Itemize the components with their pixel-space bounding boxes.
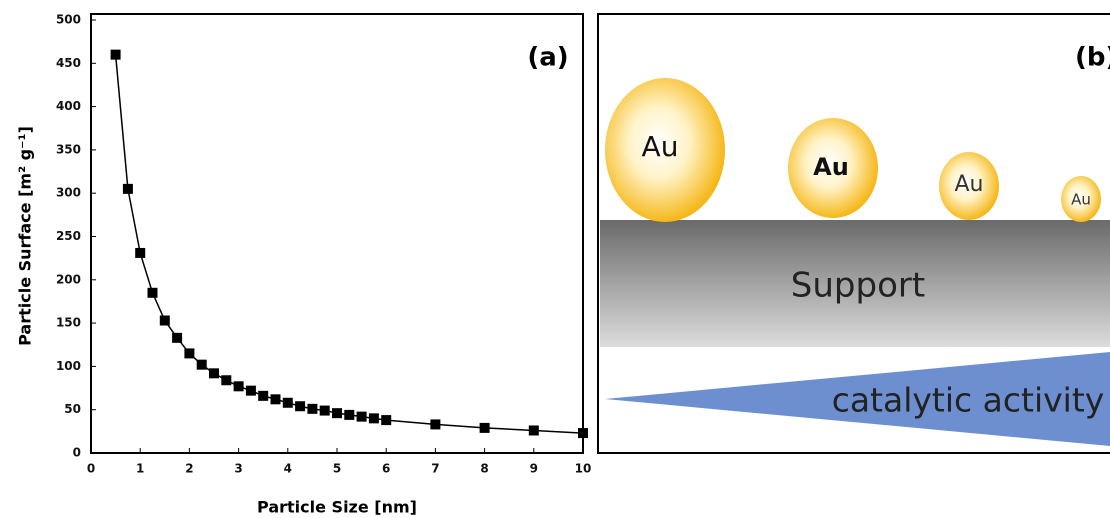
figure: (a) Particle Size [nm] Particle Surface … xyxy=(0,0,1110,518)
data-point xyxy=(221,375,231,385)
y-tick-label: 450 xyxy=(56,56,81,70)
data-point xyxy=(148,288,158,298)
data-point xyxy=(258,391,268,401)
y-tick-label: 150 xyxy=(56,316,81,330)
data-point xyxy=(430,419,440,429)
x-tick-label: 10 xyxy=(575,462,592,476)
x-tick-label: 4 xyxy=(284,462,292,476)
x-tick-label: 2 xyxy=(185,462,193,476)
y-tick-label: 300 xyxy=(56,186,81,200)
support-label: Support xyxy=(791,266,925,306)
y-axis-label: Particle Surface [m² g⁻¹] xyxy=(16,126,35,346)
x-axis-label: Particle Size [nm] xyxy=(257,498,417,517)
data-point xyxy=(344,410,354,420)
y-tick-label: 50 xyxy=(64,402,81,416)
data-point xyxy=(332,408,342,418)
panel-label: (b) xyxy=(1075,43,1110,73)
x-tick-label: 1 xyxy=(136,462,144,476)
particle-label: Au xyxy=(955,172,984,197)
diagram: Au Au Au Au Support catalytic activity (… xyxy=(598,14,1110,453)
data-point xyxy=(234,381,244,391)
data-point xyxy=(307,404,317,414)
activity-label: catalytic activity xyxy=(832,381,1105,420)
y-tick-label: 100 xyxy=(56,359,81,373)
data-point xyxy=(381,415,391,425)
x-tick-label: 5 xyxy=(333,462,341,476)
data-point xyxy=(172,333,182,343)
data-line xyxy=(116,55,583,433)
y-tick-label: 200 xyxy=(56,272,81,286)
data-point xyxy=(184,348,194,358)
y-tick-label: 250 xyxy=(56,229,81,243)
data-point xyxy=(529,425,539,435)
data-point xyxy=(246,386,256,396)
y-tick-label: 500 xyxy=(56,13,81,27)
data-point xyxy=(209,368,219,378)
data-point xyxy=(135,248,145,258)
data-point xyxy=(480,423,490,433)
particle-label: Au xyxy=(1071,191,1091,209)
x-tick-label: 8 xyxy=(480,462,488,476)
x-tick-label: 9 xyxy=(530,462,538,476)
y-tick-label: 350 xyxy=(56,142,81,156)
x-tick-label: 0 xyxy=(87,462,95,476)
data-point xyxy=(357,412,367,422)
data-point xyxy=(271,394,281,404)
plot-frame xyxy=(91,14,583,453)
particle-label: Au xyxy=(642,130,679,163)
data-point xyxy=(369,413,379,423)
data-point xyxy=(578,428,588,438)
data-point xyxy=(123,184,133,194)
y-tick-label: 0 xyxy=(73,446,81,460)
data-point xyxy=(197,360,207,370)
panel-label: (a) xyxy=(527,43,568,73)
data-point xyxy=(111,50,121,60)
x-tick-label: 7 xyxy=(431,462,439,476)
data-point xyxy=(160,316,170,326)
x-tick-label: 3 xyxy=(234,462,242,476)
particle-label: Au xyxy=(813,153,849,181)
data-point xyxy=(295,401,305,411)
data-point xyxy=(320,406,330,416)
data-point xyxy=(283,398,293,408)
y-tick-label: 400 xyxy=(56,99,81,113)
x-tick-label: 6 xyxy=(382,462,390,476)
